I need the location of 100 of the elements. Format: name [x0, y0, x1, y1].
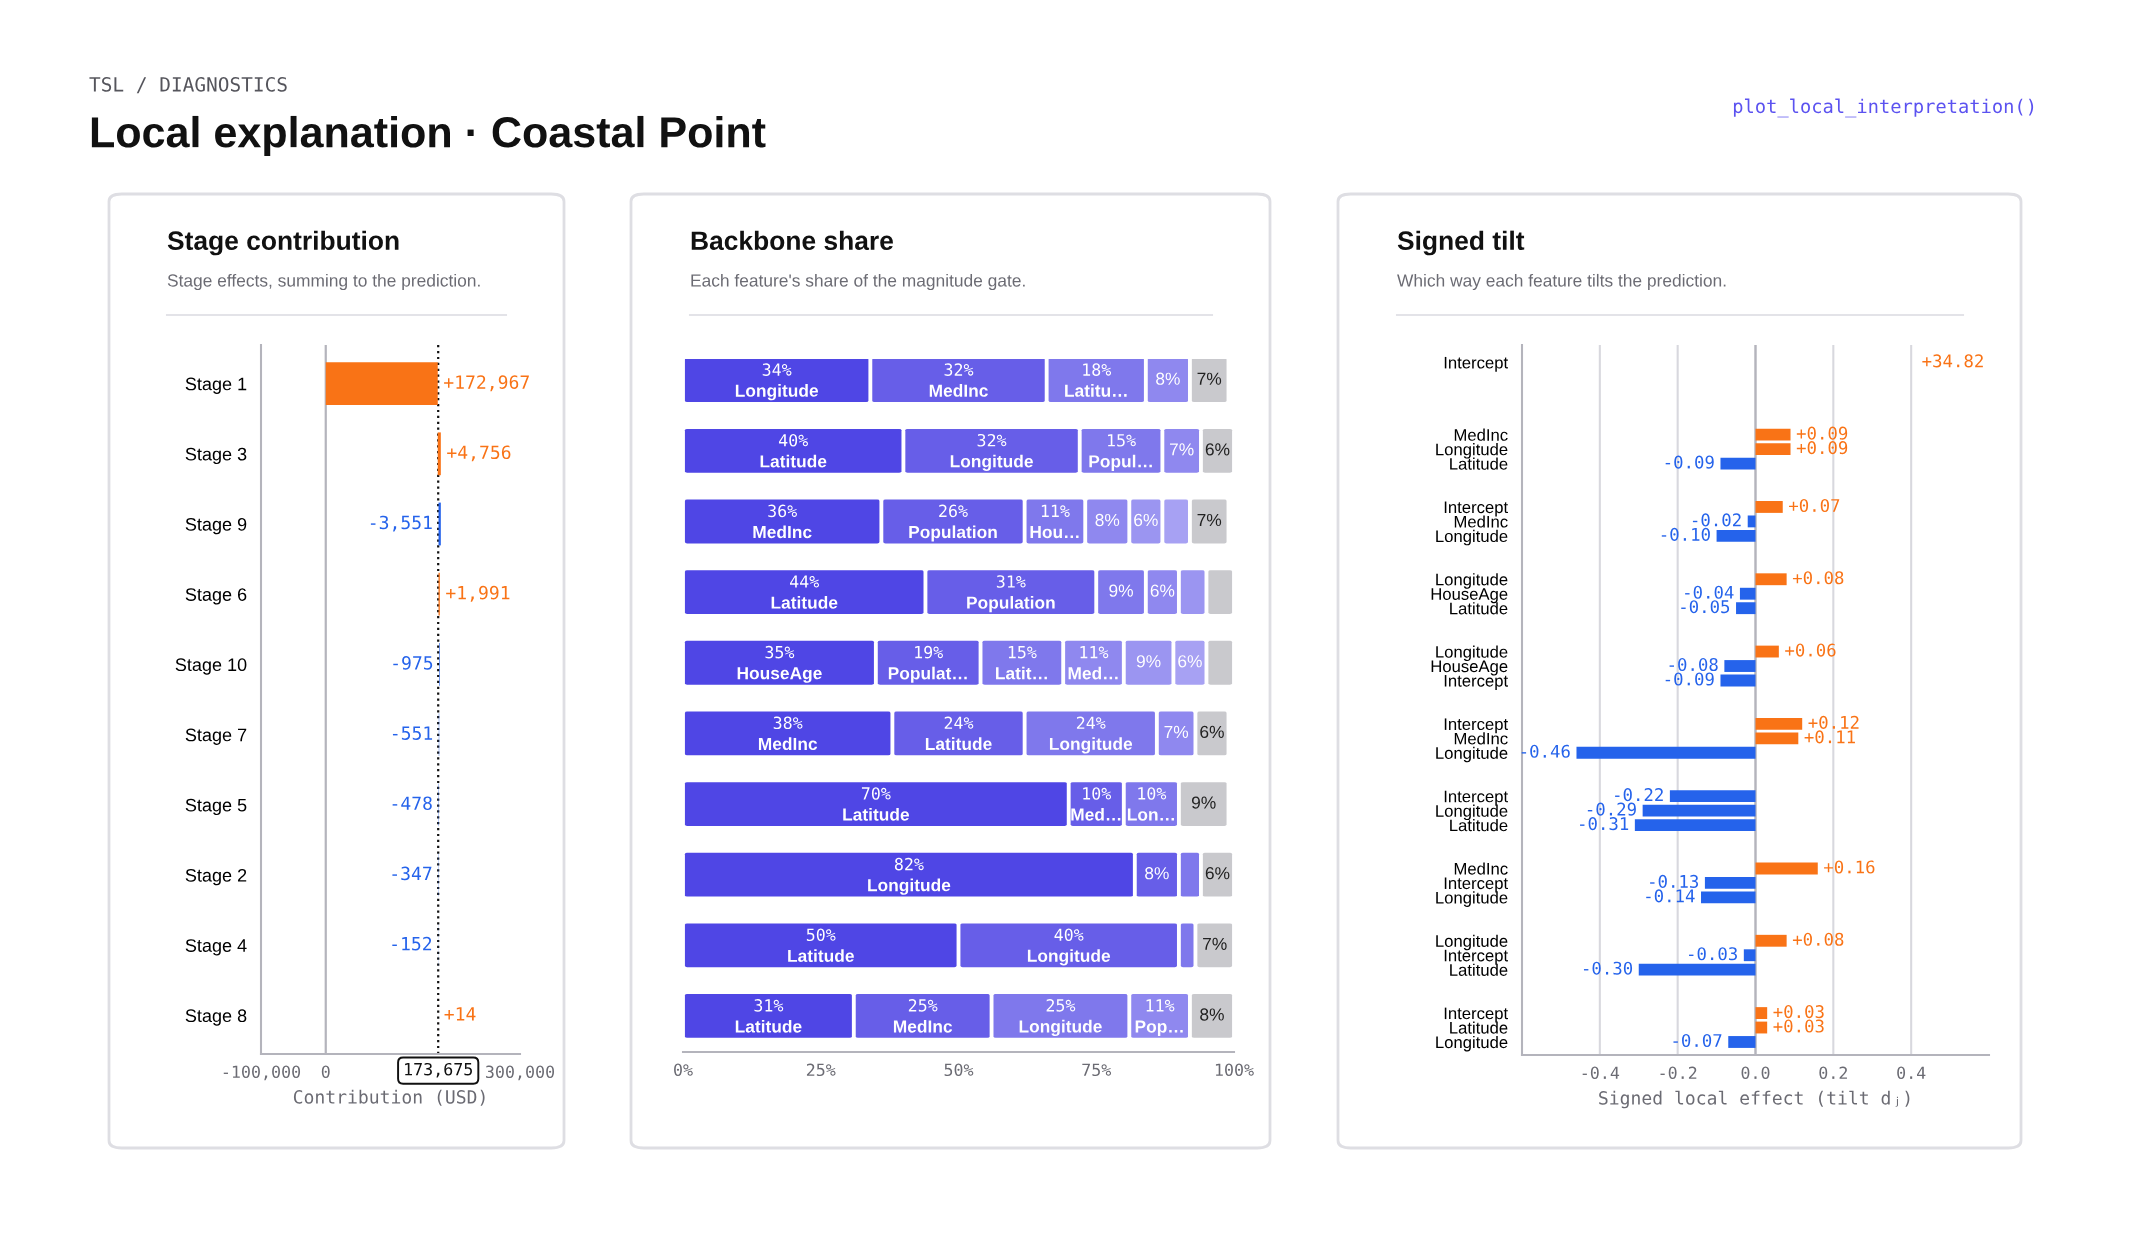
- data-label: -0.05: [1681, 600, 1730, 614]
- bar: [1755, 717, 1803, 730]
- data-label: 82% Longitude: [868, 857, 951, 895]
- data-label: 9%: [1109, 584, 1133, 597]
- x-tick-label: 50%: [944, 1063, 974, 1077]
- data-label: 32% MedInc: [929, 363, 988, 397]
- chart-subtitle: Which way each feature tilts the prediction.: [1397, 273, 1726, 291]
- chart-title: Signed tilt: [1397, 230, 1525, 256]
- y-tick-label: Stage 3: [185, 447, 247, 465]
- y-tick-label: Intercept: [1444, 718, 1508, 734]
- bar: [1704, 876, 1756, 889]
- y-tick-label: Stage 4: [185, 939, 247, 956]
- data-label: -0.09: [1665, 455, 1714, 469]
- data-label: 31% Latitude: [735, 999, 802, 1033]
- y-tick-label: MedInc: [1454, 515, 1508, 528]
- text: TSL / DIAGNOSTICS: [89, 76, 287, 94]
- x-tick-label: 300,000: [486, 1065, 555, 1081]
- x-axis-title: Contribution (USD): [293, 1089, 485, 1106]
- y-tick-label: Intercept: [1444, 1007, 1508, 1023]
- data-label: 6%: [1178, 655, 1202, 668]
- y-tick-label: MedInc: [1454, 732, 1508, 745]
- x-tick-label: 0.0: [1741, 1066, 1770, 1080]
- data-label: -0.10: [1661, 527, 1710, 541]
- data-label: 10% Lon…: [1127, 787, 1174, 821]
- y-tick-label: MedInc: [1454, 862, 1508, 875]
- data-label: +0.07: [1789, 498, 1840, 513]
- data-label: -0.30: [1583, 961, 1633, 975]
- x-tick-label: -0.2: [1660, 1066, 1697, 1080]
- data-label: 32% Longitude: [950, 433, 1033, 471]
- x-tick-label: 0.4: [1897, 1066, 1926, 1080]
- bar: [1755, 1007, 1768, 1019]
- bar: [1739, 587, 1756, 600]
- data-label: +14: [444, 1007, 476, 1021]
- data-label: -0.02: [1692, 513, 1741, 527]
- y-tick-label: Intercept: [1444, 949, 1508, 965]
- y-tick-label: Latitude: [1450, 1021, 1508, 1034]
- data-label: -975: [393, 656, 433, 670]
- bar: [1701, 891, 1756, 904]
- data-label: +0.03: [1773, 1005, 1824, 1019]
- data-label: 25% MedInc: [893, 999, 953, 1033]
- y-tick-label: Latitude: [1450, 819, 1508, 832]
- data-label: 26% Population: [909, 504, 997, 542]
- data-label: -478: [392, 796, 432, 811]
- y-tick-label: Stage 10: [175, 658, 247, 675]
- data-label: -0.31: [1580, 817, 1629, 831]
- y-tick-label: Longitude: [1436, 529, 1508, 546]
- data-label: 8%: [1145, 867, 1169, 880]
- data-label: 50% Latitude: [788, 928, 854, 962]
- data-label: 7%: [1197, 513, 1222, 527]
- data-label: -0.46: [1521, 744, 1570, 758]
- y-tick-label: Longitude: [1436, 443, 1508, 459]
- data-label: -0.07: [1673, 1033, 1722, 1048]
- y-tick-label: Intercept: [1444, 790, 1508, 806]
- bar: [1669, 790, 1756, 803]
- data-label: +4,756: [447, 445, 511, 462]
- y-tick-label: Intercept: [1444, 501, 1508, 517]
- bar: [1755, 934, 1787, 947]
- data-label: 11% Med…: [1068, 646, 1118, 680]
- y-tick-label: Stage 5: [185, 798, 247, 816]
- data-label: +0.08: [1792, 932, 1844, 946]
- y-tick-label: Stage 8: [185, 1009, 247, 1026]
- data-label: +0.03: [1773, 1019, 1824, 1033]
- bar: [1576, 746, 1756, 759]
- y-tick-label: Longitude: [1436, 645, 1508, 662]
- bar: [1755, 443, 1791, 456]
- x-tick-label: 100%: [1215, 1063, 1254, 1077]
- data-label: +172,967: [444, 375, 529, 392]
- y-tick-label: HouseAge: [1431, 588, 1508, 604]
- data-label: 15% Popul…: [1089, 434, 1152, 471]
- data-label: 7%: [1197, 372, 1222, 385]
- bar: [1755, 732, 1799, 745]
- data-label: +0.09: [1796, 426, 1848, 440]
- bar: [1743, 949, 1756, 962]
- bar: [1755, 862, 1818, 875]
- data-label: 6%: [1205, 443, 1230, 456]
- data-label: -3,551: [370, 515, 432, 532]
- data-label: 31% Population: [967, 575, 1055, 613]
- bar: [1638, 963, 1756, 976]
- y-tick-label: Stage 7: [185, 728, 247, 745]
- data-label: 6%: [1205, 867, 1230, 880]
- data-label: +0.09: [1796, 441, 1848, 455]
- chart-title: Backbone share: [691, 230, 893, 251]
- chart-subtitle: Stage effects, summing to the prediction.: [167, 273, 480, 291]
- y-tick-label: Longitude: [1436, 746, 1508, 763]
- y-tick-label: Longitude: [1436, 891, 1508, 907]
- x-tick-label: 75%: [1082, 1063, 1112, 1077]
- bar: [1634, 819, 1756, 832]
- data-label: -152: [392, 936, 432, 951]
- x-tick-label: 0%: [674, 1063, 693, 1077]
- ref-line-label: 173,675: [405, 1062, 472, 1078]
- bar: [1720, 674, 1756, 687]
- data-label: 10% Med…: [1071, 787, 1121, 821]
- data-label: 35% HouseAge: [737, 645, 822, 683]
- bar: [1747, 515, 1756, 528]
- data-label: 9%: [1136, 655, 1161, 668]
- bar: [1728, 1036, 1756, 1048]
- bar: [1720, 457, 1756, 470]
- data-label: 24% Latitude: [925, 716, 992, 751]
- data-label: 44% Latitude: [771, 575, 838, 609]
- data-label: 7%: [1203, 937, 1227, 950]
